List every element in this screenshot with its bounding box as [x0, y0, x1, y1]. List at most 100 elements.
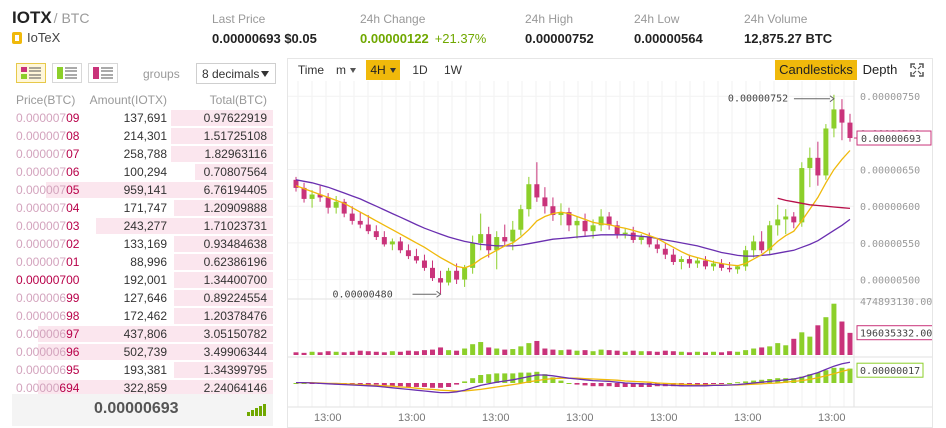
view-bids-button[interactable]: [52, 63, 82, 83]
interval-1d-button[interactable]: 1D: [412, 63, 428, 77]
order-book-row[interactable]: 0.00000706 100,294 0.70807564: [12, 163, 273, 181]
candle-body: [293, 179, 299, 188]
groups-select[interactable]: 8 decimals: [196, 63, 276, 84]
stat-24h-volume: 24h Volume 12,875.27 BTC: [744, 12, 832, 46]
volume-bar: [598, 349, 604, 355]
macd-histogram-bar: [510, 373, 516, 383]
volume-bar: [783, 345, 789, 355]
volume-bar: [462, 348, 468, 355]
volume-bar: [767, 346, 773, 355]
time-axis-label: 13:00: [482, 412, 510, 424]
interval-1w-button[interactable]: 1W: [444, 63, 462, 77]
macd-histogram-bar: [711, 383, 716, 384]
macd-dif-line: [296, 361, 851, 394]
time-axis-label: 13:00: [650, 412, 678, 424]
candle-body: [791, 216, 797, 223]
candle-body: [301, 187, 307, 199]
volume-bar: [582, 350, 588, 355]
candle-body: [590, 225, 596, 232]
volume-bar: [743, 350, 749, 355]
order-book-row[interactable]: 0.00000698 172,462 1.20378476: [12, 307, 273, 325]
volume-bar: [678, 351, 684, 355]
view-asks-button[interactable]: [88, 63, 118, 83]
coin-name: IoTeX: [12, 30, 60, 45]
stat-label: Last Price: [212, 12, 266, 26]
order-book: groups 8 decimals Price(BTC) Amount(IOTX…: [12, 58, 276, 428]
macd-histogram-bar: [293, 383, 299, 384]
order-book-row[interactable]: 0.00000708 214,301 1.51725108: [12, 127, 273, 145]
ma99-line: [777, 197, 851, 210]
order-book-row[interactable]: 0.00000704 171,747 1.20909888: [12, 199, 273, 217]
volume-bar: [815, 325, 821, 355]
row-price: 0.00000701: [16, 255, 79, 269]
volume-bar: [470, 344, 476, 355]
macd-histogram-bar: [614, 383, 620, 387]
depth-bar: [173, 362, 273, 378]
order-book-row[interactable]: 0.00000707 258,788 1.82963116: [12, 145, 273, 163]
interval-time-button[interactable]: Time: [297, 63, 325, 77]
order-book-row[interactable]: 0.00000702 133,169 0.93484638: [12, 235, 273, 253]
macd-histogram-bar: [598, 383, 604, 387]
macd-histogram-bar: [839, 367, 845, 383]
candle-body: [454, 270, 460, 280]
macd-histogram-bar: [502, 373, 508, 383]
volume-bar: [518, 346, 524, 355]
chevron-down-icon: [261, 71, 269, 77]
volume-bar: [590, 351, 596, 355]
macd-histogram-bar: [421, 383, 427, 387]
volume-bar: [622, 351, 628, 355]
candle-body: [566, 212, 572, 226]
order-book-row[interactable]: 0.00000695 193,381 1.34399795: [12, 361, 273, 379]
candle-body: [823, 128, 829, 176]
row-total: 2.24064146: [203, 381, 267, 395]
last-price-bar: 0.00000693: [12, 394, 273, 426]
time-axis-label: 13:00: [314, 412, 342, 424]
order-book-row[interactable]: 0.00000696 502,739 3.49906344: [12, 343, 273, 361]
row-amount: 171,747: [123, 201, 167, 215]
order-book-row[interactable]: 0.00000701 88,996 0.62386196: [12, 253, 273, 271]
macd-histogram-bar: [389, 383, 395, 387]
row-price-suffix: 98: [66, 309, 80, 323]
view-both-button[interactable]: [16, 63, 46, 83]
order-book-row[interactable]: 0.00000709 137,691 0.97622919: [12, 109, 273, 127]
order-book-row[interactable]: 0.00000694 322,859 2.24064146: [12, 379, 273, 397]
macd-histogram-bar: [751, 380, 757, 383]
candle-body: [767, 225, 773, 251]
ask-rows: 0.00000709 137,691 0.97622919 0.00000708 214…: [12, 109, 273, 397]
interval-minutes-button[interactable]: m: [332, 60, 360, 80]
candle-body: [654, 244, 660, 249]
volume-bar: [478, 342, 484, 355]
candle-body: [614, 225, 620, 235]
row-amount: 172,462: [123, 309, 167, 323]
price-axis-label: 0.00000550: [860, 239, 920, 250]
coin-info-icon[interactable]: [12, 31, 22, 44]
candle-body: [783, 216, 789, 220]
depth-tab[interactable]: Depth: [862, 62, 898, 77]
candle-body: [670, 254, 676, 262]
stat-value: 12,875.27 BTC: [744, 31, 833, 46]
order-book-row[interactable]: 0.00000700 192,001 1.34400700: [12, 271, 273, 289]
volume-bar: [550, 349, 556, 355]
candle-body: [349, 213, 355, 221]
volume-bar: [799, 332, 805, 355]
order-book-row[interactable]: 0.00000697 437,806 3.05150782: [12, 325, 273, 343]
order-book-row[interactable]: 0.00000705 959,141 6.76194405: [12, 181, 273, 199]
order-book-row[interactable]: 0.00000699 127,646 0.89224554: [12, 289, 273, 307]
row-total: 6.76194405: [203, 183, 267, 197]
fullscreen-icon[interactable]: [910, 63, 924, 77]
stat-label: 24h Volume: [744, 12, 808, 26]
row-price-suffix: 96: [66, 345, 80, 359]
depth-bar: [173, 290, 273, 306]
order-book-row[interactable]: 0.00000703 243,277 1.71023731: [12, 217, 273, 235]
candle-body: [446, 270, 452, 283]
orderbook-bids-icon: [57, 67, 77, 79]
volume-bar: [446, 350, 452, 355]
macd-dea-line: [296, 368, 851, 392]
depth-bar: [173, 308, 273, 324]
interval-4h-button[interactable]: 4H: [366, 60, 400, 80]
interval-4h-label: 4H: [370, 63, 386, 77]
candlesticks-tab[interactable]: Candlesticks: [775, 60, 857, 80]
candlestick-chart[interactable]: 0.000007500.000007000.000006500.00000600…: [288, 81, 932, 427]
macd-histogram-bar: [574, 383, 580, 385]
volume-bar: [839, 321, 845, 355]
